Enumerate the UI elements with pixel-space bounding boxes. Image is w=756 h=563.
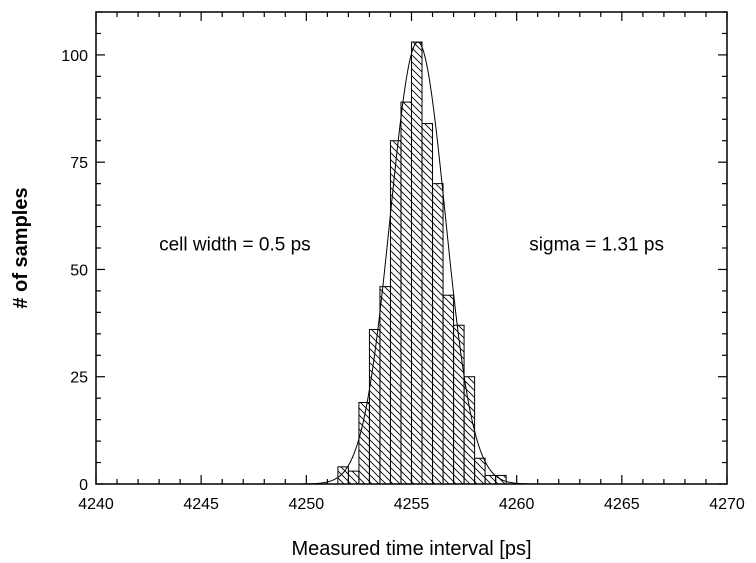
x-tick-label: 4270 <box>709 496 745 513</box>
annotation-sigma: sigma = 1.31 ps <box>529 235 664 256</box>
x-axis-title: Measured time interval [ps] <box>291 538 531 560</box>
annotation-cell-width: cell width = 0.5 ps <box>159 235 311 256</box>
x-tick-label: 4255 <box>394 496 430 513</box>
histogram-bar <box>347 470 360 485</box>
x-tick-label: 4265 <box>604 496 640 513</box>
x-tick-label: 4250 <box>289 496 325 513</box>
histogram-bar <box>463 376 476 485</box>
histogram-bar <box>453 324 465 485</box>
y-axis-title: # of samples <box>10 187 32 308</box>
histogram-bar <box>411 41 423 485</box>
x-tick-label: 4245 <box>183 496 219 513</box>
axis-ticks <box>95 11 728 485</box>
y-tick-label: 100 <box>61 48 88 65</box>
histogram-bar <box>400 101 413 485</box>
y-tick-label: 25 <box>70 370 88 387</box>
histogram-bar <box>337 466 349 485</box>
histogram-bar <box>379 286 391 485</box>
x-tick-label: 4240 <box>78 496 114 513</box>
y-tick-label: 50 <box>70 262 88 279</box>
y-tick-label: 0 <box>79 477 88 494</box>
histogram-bar <box>421 123 434 485</box>
x-tick-label: 4260 <box>499 496 535 513</box>
histogram-bar <box>389 140 402 485</box>
gaussian-fit-curve <box>295 41 538 485</box>
histogram-bars <box>337 41 507 485</box>
histogram-bar <box>484 474 497 485</box>
histogram-bar <box>358 401 370 485</box>
histogram-bar <box>474 457 486 485</box>
y-tick-label: 75 <box>70 155 88 172</box>
histogram-bar <box>432 183 444 485</box>
axis-tick-labels: 4240 4245 4250 4255 4260 4265 4270 0 25 50 75 100 <box>61 48 745 513</box>
histogram-bar <box>442 294 455 485</box>
